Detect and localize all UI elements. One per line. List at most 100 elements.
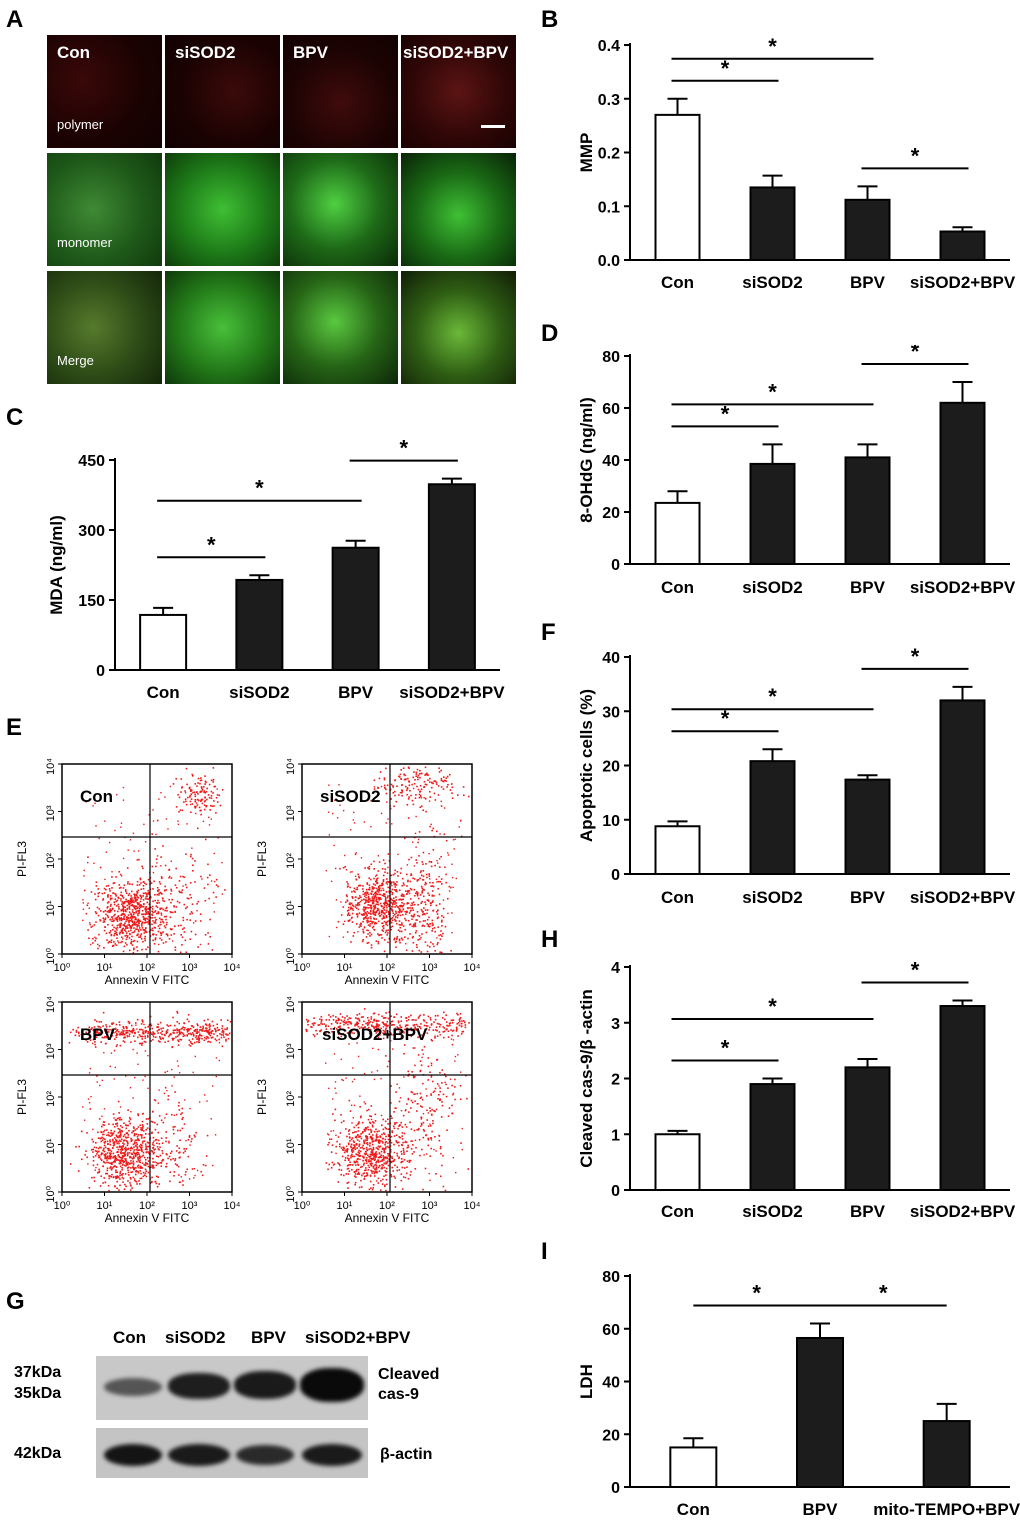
flow-dot bbox=[181, 1032, 184, 1034]
flow-dot bbox=[94, 1019, 96, 1021]
flow-dot bbox=[125, 1124, 127, 1126]
flow-dot bbox=[192, 1026, 195, 1028]
flow-dot bbox=[398, 1169, 401, 1171]
flow-dot bbox=[185, 1139, 187, 1142]
flow-dot bbox=[136, 1137, 139, 1140]
flow-dot bbox=[429, 1017, 432, 1019]
flow-dot bbox=[160, 907, 163, 910]
flow-dot bbox=[392, 881, 395, 883]
flow-dot bbox=[382, 1017, 385, 1019]
flow-dot bbox=[371, 896, 374, 898]
flow-dot bbox=[426, 899, 429, 901]
flow-dot bbox=[201, 1030, 204, 1032]
flow-dot bbox=[105, 1024, 107, 1026]
flow-dot bbox=[459, 1013, 462, 1015]
flow-dot bbox=[152, 1035, 155, 1038]
flow-dot bbox=[401, 784, 403, 786]
y-tick-label: 20 bbox=[602, 759, 620, 776]
flow-dot bbox=[372, 886, 374, 889]
flow-dot bbox=[445, 1095, 448, 1098]
flow-dot bbox=[108, 1031, 110, 1033]
flow-dot bbox=[99, 1084, 101, 1087]
flow-dot bbox=[376, 1070, 379, 1072]
flow-dot bbox=[420, 772, 423, 775]
flow-dot bbox=[150, 1166, 152, 1169]
flow-dot bbox=[362, 1148, 365, 1150]
flow-dot bbox=[376, 877, 379, 880]
flow-dot bbox=[357, 885, 360, 887]
flow-dot bbox=[161, 1030, 164, 1033]
flow-dot bbox=[136, 928, 138, 930]
flow-dot bbox=[88, 1102, 91, 1104]
flow-dot bbox=[328, 1087, 330, 1090]
flow-dot bbox=[417, 878, 420, 881]
flow-dot bbox=[362, 1164, 365, 1166]
flow-dot bbox=[183, 927, 185, 929]
flow-dot bbox=[165, 1162, 168, 1165]
flow-dot bbox=[92, 1151, 94, 1153]
flow-dot bbox=[460, 1025, 463, 1027]
flow-dot bbox=[383, 950, 386, 953]
flow-dot bbox=[221, 1025, 224, 1027]
flow-dot bbox=[366, 1174, 369, 1177]
flow-dot bbox=[374, 907, 377, 909]
flow-dot bbox=[133, 895, 136, 897]
flow-dot bbox=[205, 805, 207, 808]
flow-dot bbox=[209, 1041, 212, 1043]
flow-dot bbox=[416, 919, 418, 921]
flow-dot bbox=[420, 908, 423, 911]
flow-dot bbox=[427, 900, 430, 902]
flow-dot bbox=[152, 1031, 154, 1033]
flow-dot bbox=[383, 939, 386, 941]
flow-dot bbox=[375, 940, 378, 942]
flow-dot bbox=[431, 922, 434, 925]
flow-dot bbox=[451, 1043, 454, 1046]
flow-dot bbox=[341, 1155, 344, 1158]
flow-dot bbox=[158, 1115, 161, 1117]
flow-dot bbox=[385, 911, 387, 913]
flow-dot bbox=[125, 934, 128, 937]
flow-dot bbox=[111, 924, 114, 927]
flow-dot bbox=[137, 1063, 139, 1065]
flow-dot bbox=[382, 1178, 384, 1181]
flow-dot bbox=[330, 1023, 333, 1025]
flow-dot bbox=[375, 910, 378, 913]
flow-dot bbox=[111, 1133, 114, 1136]
flow-dot bbox=[126, 1034, 128, 1037]
flow-dot bbox=[350, 906, 352, 909]
flow-dot bbox=[390, 890, 392, 893]
flow-dot bbox=[151, 865, 154, 868]
flow-dot bbox=[395, 910, 397, 913]
flow-dot bbox=[451, 792, 453, 794]
flow-dot bbox=[340, 1058, 342, 1061]
flow-dot bbox=[117, 1127, 120, 1130]
flow-dot bbox=[392, 1034, 395, 1036]
flow-dot bbox=[434, 1029, 437, 1031]
flow-dot bbox=[130, 1137, 132, 1140]
flow-dot bbox=[357, 875, 360, 878]
x-tick-label: mito-TEMPO+BPV bbox=[873, 1500, 1020, 1519]
flow-dot bbox=[415, 1029, 417, 1031]
flow-dot bbox=[112, 1157, 114, 1159]
flow-dot bbox=[390, 1174, 393, 1176]
flow-dot bbox=[323, 1023, 325, 1025]
flow-dot bbox=[379, 1165, 381, 1167]
flow-dot bbox=[215, 884, 218, 886]
flow-dot bbox=[117, 906, 120, 908]
flow-dot bbox=[347, 1023, 349, 1026]
flow-dot bbox=[406, 1103, 408, 1105]
flow-dot bbox=[86, 904, 89, 907]
flow-dot bbox=[421, 861, 424, 863]
flow-dot bbox=[377, 942, 380, 945]
flow-dot bbox=[358, 1136, 360, 1138]
flow-dot bbox=[96, 1031, 99, 1034]
flow-dot bbox=[354, 1145, 356, 1148]
flow-dot bbox=[351, 897, 354, 899]
flow-dot bbox=[422, 1112, 425, 1115]
flow-dot bbox=[411, 950, 414, 952]
flow-dot bbox=[205, 790, 208, 793]
flow-dot bbox=[183, 1034, 186, 1037]
flow-dot bbox=[136, 1165, 139, 1167]
flow-dot bbox=[346, 1149, 349, 1151]
flow-dot bbox=[216, 801, 219, 803]
